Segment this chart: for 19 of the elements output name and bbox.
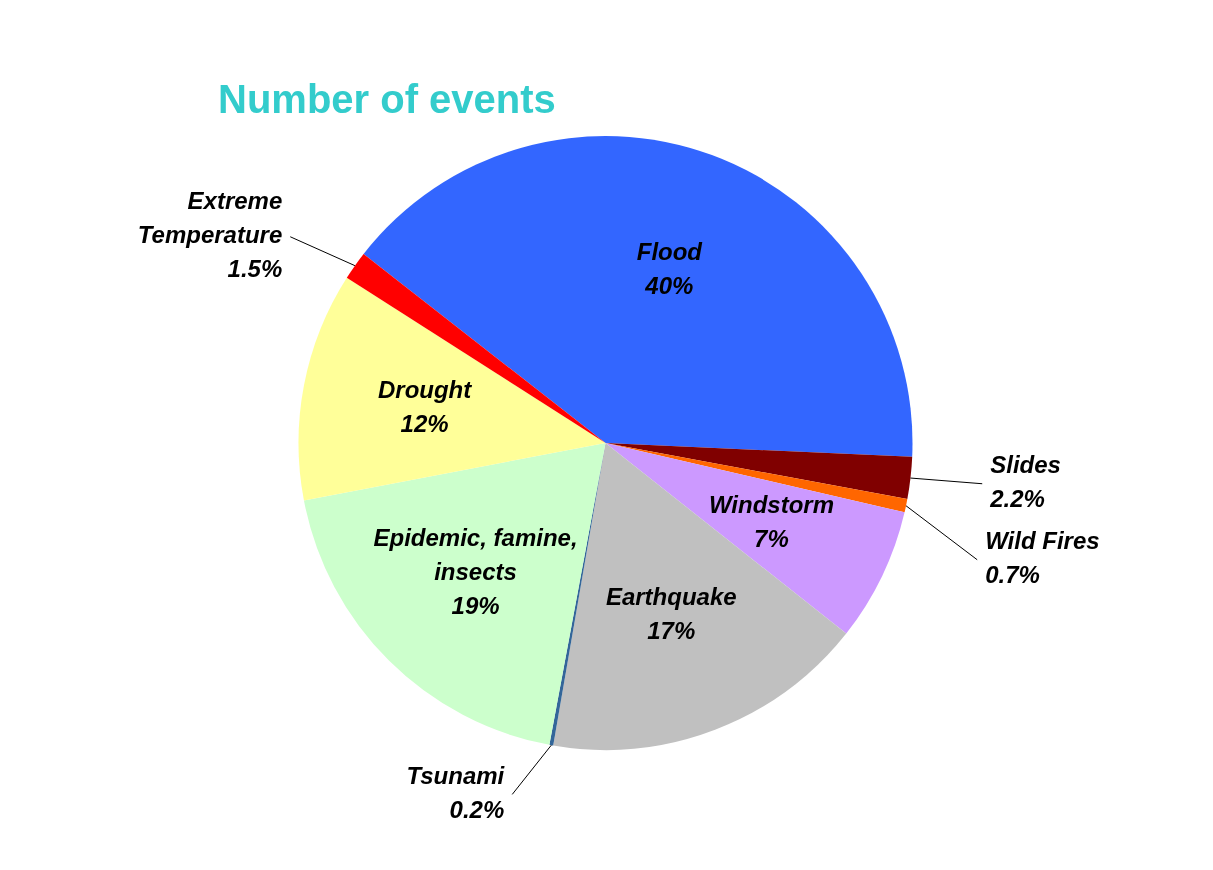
- slice-label: Windstorm: [708, 490, 835, 518]
- data-label: 0.2%: [449, 796, 505, 824]
- data-label: 40%: [644, 271, 694, 299]
- data-label: 1.5%: [227, 255, 283, 283]
- slice-label: Slides: [990, 451, 1061, 479]
- data-label: 2.2%: [989, 485, 1045, 513]
- slice-label: Extreme Temperature: [137, 187, 283, 249]
- data-label: 19%: [451, 592, 500, 620]
- slice-label: Wild Fires: [985, 527, 1100, 555]
- slice-label: Flood: [636, 237, 704, 265]
- slice-label: Epidemic, famine, insects: [373, 524, 578, 586]
- slice-label: Earthquake: [605, 582, 737, 610]
- chart-title: Number of events: [218, 77, 556, 122]
- data-label: 7%: [754, 524, 789, 552]
- data-label: 12%: [400, 409, 449, 437]
- slice-label: Drought: [377, 375, 473, 403]
- data-label: 0.7%: [985, 561, 1040, 589]
- data-label: 17%: [647, 616, 696, 644]
- slice-label: Tsunami: [406, 762, 506, 790]
